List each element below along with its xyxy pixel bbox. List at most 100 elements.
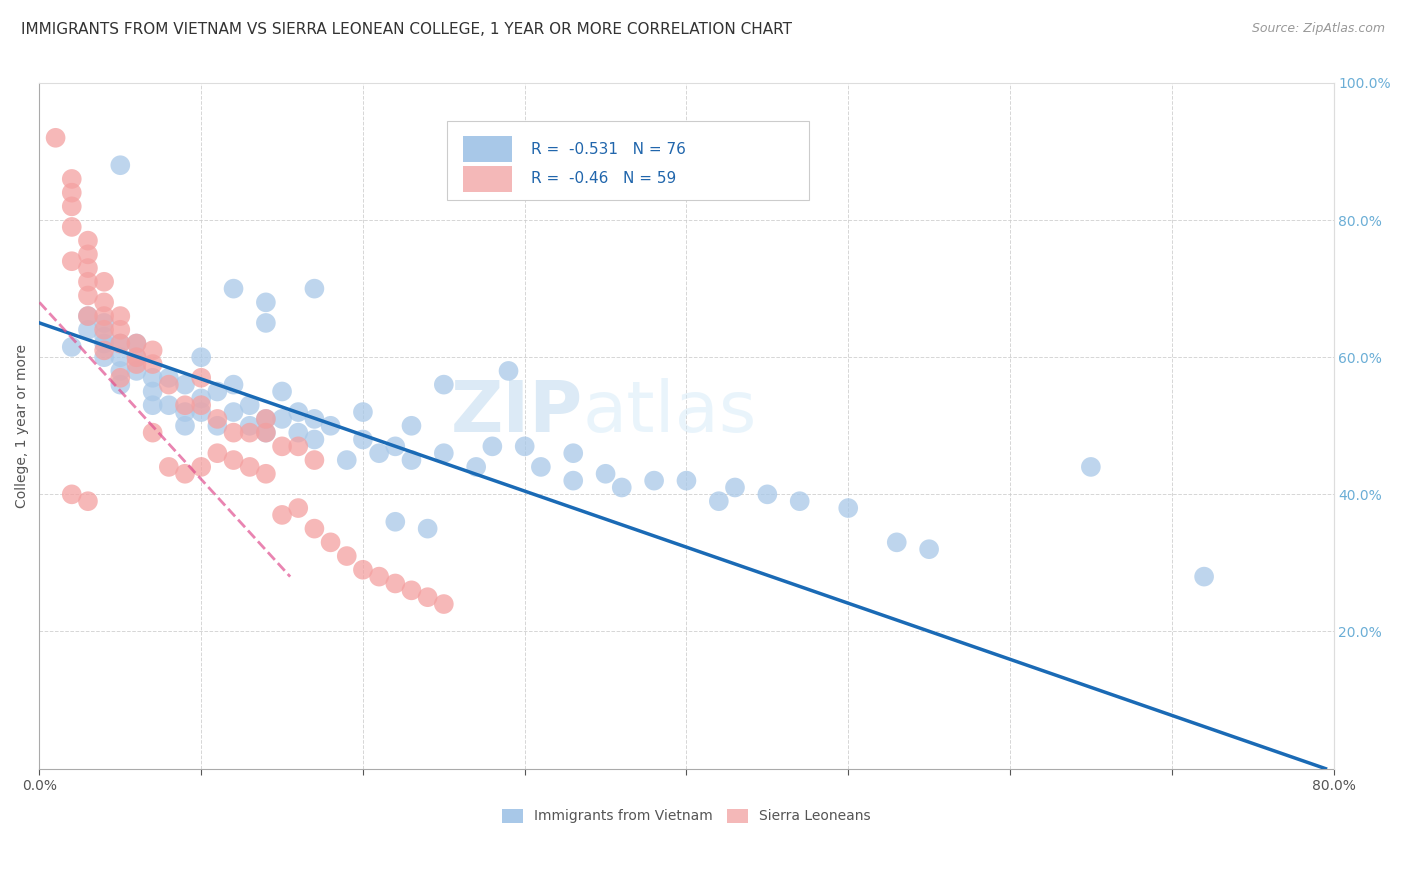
Point <box>416 590 439 604</box>
Point <box>77 234 100 248</box>
Point <box>384 515 406 529</box>
Point <box>401 583 423 598</box>
Text: IMMIGRANTS FROM VIETNAM VS SIERRA LEONEAN COLLEGE, 1 YEAR OR MORE CORRELATION CH: IMMIGRANTS FROM VIETNAM VS SIERRA LEONEA… <box>21 22 792 37</box>
Point <box>110 309 132 323</box>
Point <box>77 494 100 508</box>
Point <box>77 309 100 323</box>
Point <box>287 425 309 440</box>
Point <box>239 459 262 474</box>
Point <box>254 425 277 440</box>
Point <box>93 275 115 289</box>
Point <box>239 418 262 433</box>
Point <box>60 186 83 200</box>
Point <box>142 384 165 399</box>
Point <box>190 398 212 412</box>
FancyBboxPatch shape <box>447 120 810 200</box>
Point <box>110 371 132 385</box>
Point <box>207 384 229 399</box>
Point <box>142 371 165 385</box>
Point <box>60 254 83 268</box>
Point <box>724 481 747 495</box>
Point <box>110 336 132 351</box>
Point <box>190 392 212 406</box>
Point <box>60 219 83 234</box>
Point <box>222 405 245 419</box>
Point <box>190 405 212 419</box>
Point <box>239 398 262 412</box>
Point <box>304 412 326 426</box>
Point <box>254 425 277 440</box>
Text: ZIP: ZIP <box>451 377 583 447</box>
Point <box>271 508 294 522</box>
Point <box>157 398 180 412</box>
Point <box>110 350 132 364</box>
Point <box>433 377 456 392</box>
Point <box>401 418 423 433</box>
Point <box>222 282 245 296</box>
Point <box>287 405 309 419</box>
Point <box>595 467 617 481</box>
Point <box>93 295 115 310</box>
Point <box>610 481 633 495</box>
Point <box>190 350 212 364</box>
Point <box>60 172 83 186</box>
Point <box>271 439 294 453</box>
Point <box>254 467 277 481</box>
Point <box>174 398 197 412</box>
FancyBboxPatch shape <box>463 166 512 192</box>
Point <box>707 494 730 508</box>
Point <box>433 446 456 460</box>
Point <box>352 433 374 447</box>
Point <box>77 261 100 276</box>
Point <box>304 453 326 467</box>
Point <box>174 405 197 419</box>
Point <box>142 425 165 440</box>
Point <box>77 247 100 261</box>
Point <box>416 522 439 536</box>
Point <box>886 535 908 549</box>
Point <box>222 377 245 392</box>
Point <box>125 350 148 364</box>
Point <box>401 453 423 467</box>
Point <box>562 446 585 460</box>
Point <box>142 357 165 371</box>
Point <box>60 199 83 213</box>
Point <box>271 384 294 399</box>
Point <box>190 459 212 474</box>
Point <box>60 487 83 501</box>
Point <box>93 316 115 330</box>
Point <box>142 343 165 358</box>
Point <box>675 474 697 488</box>
Point <box>368 569 391 583</box>
Point <box>222 425 245 440</box>
Text: R =  -0.531   N = 76: R = -0.531 N = 76 <box>531 142 686 157</box>
Point <box>530 459 553 474</box>
Point <box>174 467 197 481</box>
Point <box>125 336 148 351</box>
Point <box>271 412 294 426</box>
FancyBboxPatch shape <box>463 136 512 162</box>
Point <box>110 377 132 392</box>
Point <box>465 459 488 474</box>
Point <box>254 316 277 330</box>
Text: R =  -0.46   N = 59: R = -0.46 N = 59 <box>531 171 676 186</box>
Point <box>142 398 165 412</box>
Point <box>190 371 212 385</box>
Point <box>254 412 277 426</box>
Point <box>1080 459 1102 474</box>
Point <box>498 364 520 378</box>
Point <box>352 405 374 419</box>
Point <box>77 309 100 323</box>
Point <box>93 323 115 337</box>
Point <box>93 336 115 351</box>
Point <box>254 412 277 426</box>
Point <box>304 522 326 536</box>
Point <box>433 597 456 611</box>
Point <box>352 563 374 577</box>
Point <box>756 487 779 501</box>
Point <box>77 288 100 302</box>
Point <box>304 433 326 447</box>
Point <box>384 439 406 453</box>
Point <box>174 377 197 392</box>
Point <box>93 350 115 364</box>
